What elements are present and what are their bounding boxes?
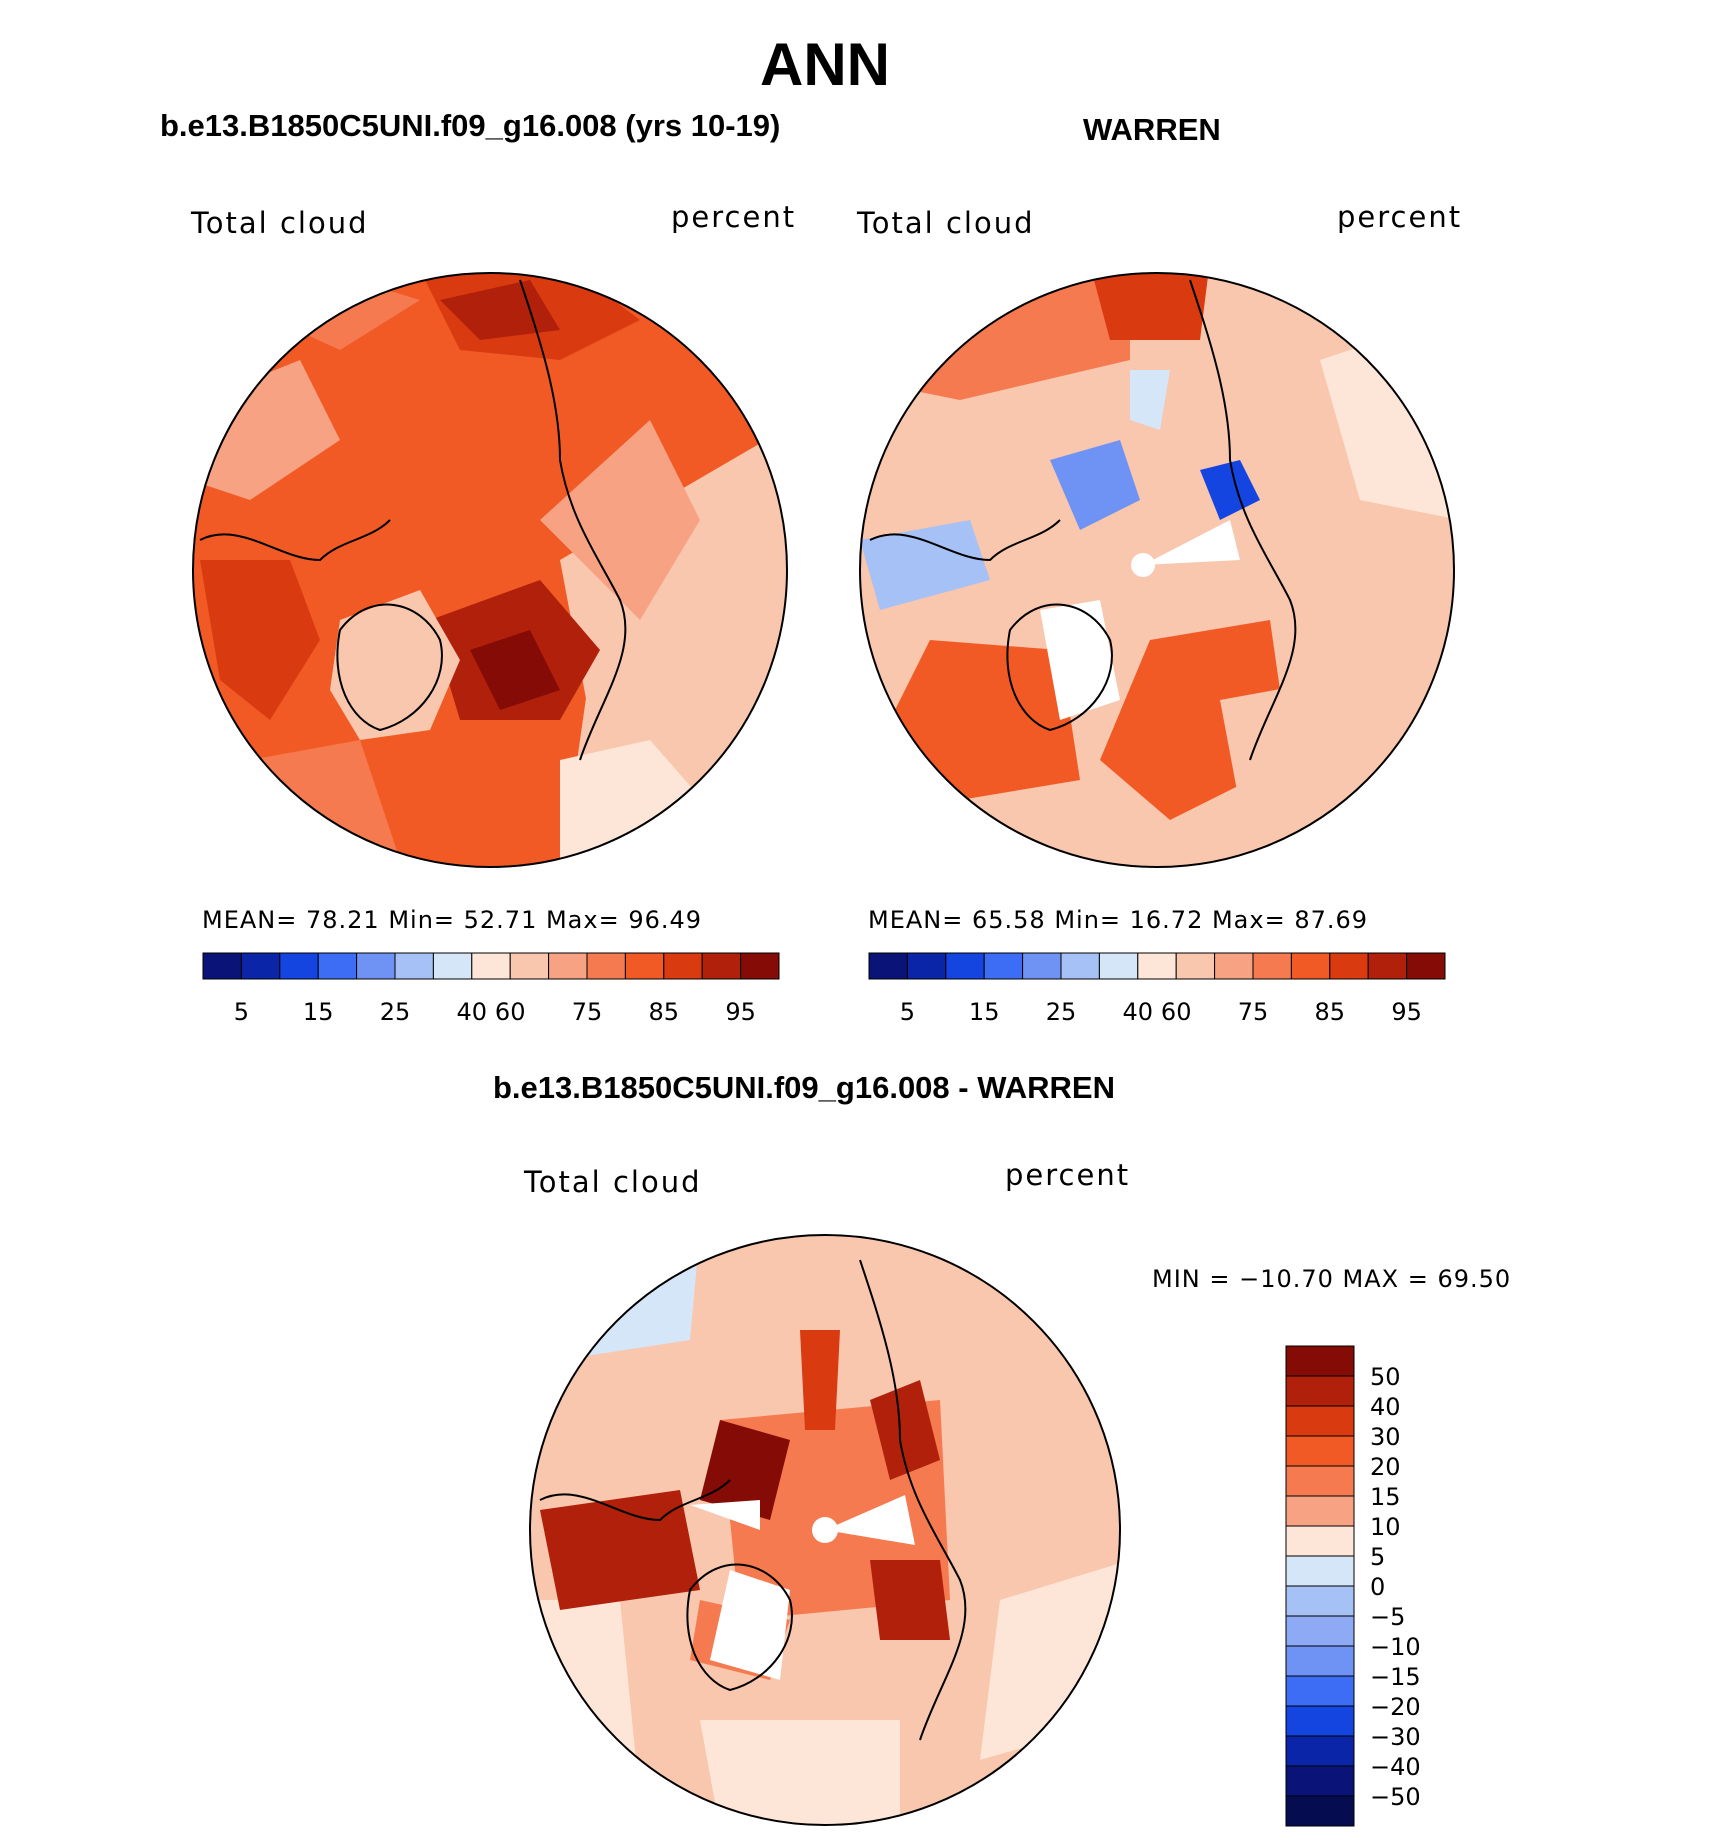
colorbar-tick-label: −40 <box>1370 1753 1421 1781</box>
colorbar-tick-label: 40 <box>1370 1393 1401 1421</box>
colorbar-box <box>1285 1765 1355 1797</box>
colorbar-box <box>624 952 665 980</box>
colorbar-tick-label: 5 <box>900 998 915 1026</box>
colorbar-tick-label: −50 <box>1370 1783 1421 1811</box>
colorbar-box <box>1098 952 1139 980</box>
diff-units-label: percent <box>1005 1158 1131 1192</box>
colorbar-box <box>701 952 742 980</box>
colorbar-box <box>356 952 396 980</box>
colorbar-box <box>983 952 1024 980</box>
colorbar-box <box>1285 1675 1355 1707</box>
left-stats: MEAN= 78.21 Min= 52.71 Max= 96.49 <box>202 906 703 934</box>
colorbar-box <box>548 952 588 980</box>
colorbar-box <box>240 952 281 980</box>
right-panel-title: WARREN <box>1083 112 1221 147</box>
colorbar-box <box>394 952 434 980</box>
colorbar-box <box>471 952 511 980</box>
left-map <box>193 273 787 867</box>
colorbar-tick-label: 15 <box>969 998 1000 1026</box>
colorbar-tick-label: −20 <box>1370 1693 1421 1721</box>
colorbar-tick-label: 60 <box>1161 998 1192 1026</box>
colorbar-tick-label: 25 <box>1046 998 1077 1026</box>
colorbar-tick-label: 95 <box>725 998 756 1026</box>
colorbar-tick-label: 15 <box>303 998 334 1026</box>
colorbar-box <box>1285 1465 1355 1497</box>
colorbar-box <box>1367 952 1408 980</box>
colorbar-box <box>317 952 358 980</box>
colorbar-box <box>509 952 550 980</box>
diff-stats: MIN = −10.70 MAX = 69.50 <box>1152 1265 1512 1293</box>
colorbar-box <box>1285 1585 1355 1617</box>
colorbar-box <box>1406 952 1446 980</box>
right-map <box>860 273 1454 867</box>
colorbar-tick-label: 85 <box>1315 998 1346 1026</box>
figure-title: ANN <box>760 31 890 98</box>
colorbar-box <box>1137 952 1177 980</box>
right-stats: MEAN= 65.58 Min= 16.72 Max= 87.69 <box>868 906 1369 934</box>
colorbar-box <box>1285 1615 1355 1647</box>
colorbar-box <box>432 952 473 980</box>
colorbar-box <box>1175 952 1216 980</box>
colorbar-box <box>1285 1645 1355 1677</box>
diff-var-label: Total cloud <box>524 1165 702 1199</box>
colorbar-tick-label: 50 <box>1370 1363 1401 1391</box>
colorbar-tick-label: −30 <box>1370 1723 1421 1751</box>
colorbar-tick-label: 30 <box>1370 1423 1401 1451</box>
colorbar-box <box>740 952 780 980</box>
colorbar-tick-label: 20 <box>1370 1453 1401 1481</box>
right-var-label: Total cloud <box>857 206 1035 240</box>
colorbar-box <box>868 952 908 980</box>
colorbar-box <box>1285 1375 1355 1407</box>
colorbar-tick-label: 40 <box>457 998 488 1026</box>
colorbar-box <box>1285 1555 1355 1587</box>
colorbar-box <box>1285 1735 1355 1767</box>
colorbar-box <box>1022 952 1062 980</box>
colorbar-box <box>1285 1405 1355 1437</box>
colorbar-tick-label: 0 <box>1370 1573 1385 1601</box>
colorbar-box <box>1285 1495 1355 1527</box>
colorbar-tick-label: 75 <box>572 998 603 1026</box>
colorbar-box <box>1290 952 1331 980</box>
colorbar-box <box>1060 952 1100 980</box>
colorbar-tick-label: 15 <box>1370 1483 1401 1511</box>
colorbar-box <box>1285 1435 1355 1467</box>
colorbar-box <box>202 952 242 980</box>
colorbar-box <box>663 952 703 980</box>
colorbar-box <box>945 952 985 980</box>
left-colorbar: 5 15 25 40 60 75 85 95 <box>202 952 780 1026</box>
colorbar-tick-label: 25 <box>380 998 411 1026</box>
colorbar-tick-label: 10 <box>1370 1513 1401 1541</box>
colorbar-tick-label: 5 <box>234 998 249 1026</box>
colorbar-box <box>1285 1795 1355 1827</box>
colorbar-tick-label: 75 <box>1238 998 1269 1026</box>
colorbar-tick-label: −5 <box>1370 1603 1405 1631</box>
right-colorbar: 5 15 25 40 60 75 85 95 <box>868 952 1446 1026</box>
colorbar-box <box>1285 1345 1355 1377</box>
colorbar-box <box>1285 1525 1355 1557</box>
left-panel-title: b.e13.B1850C5UNI.f09_g16.008 (yrs 10-19) <box>160 108 781 143</box>
diff-panel-title: b.e13.B1850C5UNI.f09_g16.008 - WARREN <box>493 1070 1115 1105</box>
colorbar-tick-label: −10 <box>1370 1633 1421 1661</box>
right-units-label: percent <box>1337 200 1463 234</box>
colorbar-box <box>1329 952 1369 980</box>
colorbar-box <box>586 952 626 980</box>
colorbar-tick-label: 40 <box>1123 998 1154 1026</box>
colorbar-box <box>279 952 319 980</box>
colorbar-tick-label: 5 <box>1370 1543 1385 1571</box>
colorbar-box <box>1214 952 1254 980</box>
colorbar-box <box>906 952 947 980</box>
colorbar-tick-label: 60 <box>495 998 526 1026</box>
colorbar-tick-label: −15 <box>1370 1663 1421 1691</box>
left-var-label: Total cloud <box>191 206 369 240</box>
colorbar-tick-label: 85 <box>649 998 680 1026</box>
colorbar-box <box>1252 952 1292 980</box>
colorbar-tick-label: 95 <box>1391 998 1422 1026</box>
colorbar-box <box>1285 1705 1355 1737</box>
left-units-label: percent <box>671 200 797 234</box>
